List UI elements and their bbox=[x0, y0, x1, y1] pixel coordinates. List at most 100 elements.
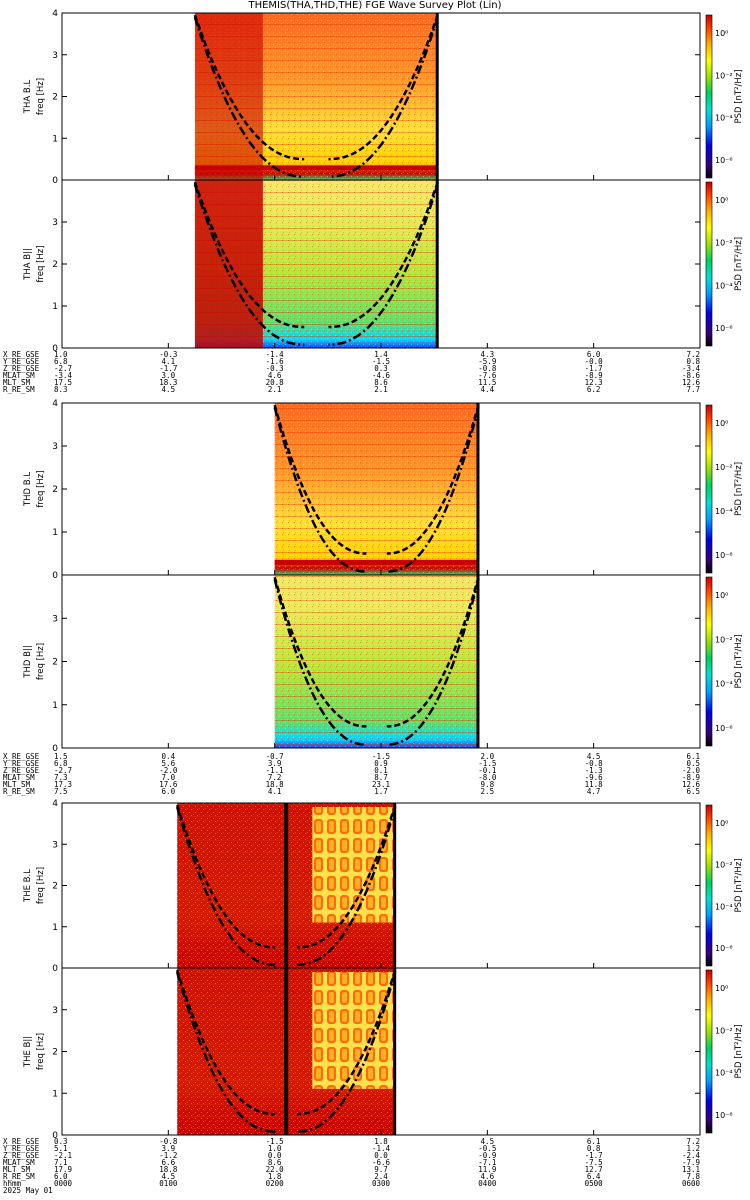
ephemeris-value: 12.6 bbox=[682, 780, 701, 789]
ephemeris-value: 20.8 bbox=[266, 378, 285, 387]
ephemeris-value: -0.3 bbox=[266, 364, 284, 373]
data-end-line bbox=[476, 575, 480, 748]
ephemeris-value: 12.6 bbox=[682, 378, 701, 387]
ephemeris-value: -7.9 bbox=[682, 1158, 700, 1167]
ephemeris-row-label: X_RE_GSE bbox=[3, 350, 40, 359]
burst-region bbox=[194, 13, 263, 180]
ephemeris-tha: X_RE_GSE 1.0 -0.3 -1.4 1.4 4.3 6.0 7.2 Y_RE_GSE 6… bbox=[3, 350, 700, 394]
spectrogram-harmonics bbox=[274, 403, 479, 575]
colorbar-label: PSD [nT²/Hz] bbox=[734, 858, 744, 912]
ephemeris-value: 4.5 bbox=[481, 1137, 495, 1146]
ephemeris-value: 17.9 bbox=[54, 1165, 72, 1174]
ephemeris-value: 17.5 bbox=[54, 378, 72, 387]
colorbar-tick-label: 10⁰ bbox=[715, 819, 728, 828]
ephemeris-row-label: R_RE_SM bbox=[3, 1172, 35, 1181]
colorbar-tick-label: 10⁻² bbox=[715, 861, 733, 870]
ephemeris-value: 9.7 bbox=[374, 1165, 388, 1174]
ephemeris-value: 4.1 bbox=[268, 787, 282, 796]
ephemeris-value: 0.5 bbox=[686, 759, 700, 768]
ephemeris-value: -8.0 bbox=[478, 773, 497, 782]
gyro-curve-left bbox=[273, 578, 367, 746]
y-tick-label: 3 bbox=[52, 51, 58, 61]
ephemeris-value: 17.6 bbox=[159, 780, 178, 789]
ephemeris-value: 8.6 bbox=[268, 1158, 282, 1167]
ephemeris-value: -0.7 bbox=[266, 752, 284, 761]
panel-thd-bpar: 0 1 2 3 THD B|| freq [Hz] 10⁰ 10⁻² 10⁻⁴ 10⁻⁶ PSD [… bbox=[23, 574, 744, 754]
colorbar-tick-label: 10⁻⁶ bbox=[715, 724, 733, 733]
ephemeris-value: -0.8 bbox=[585, 759, 604, 768]
ephemeris-value: 7.7 bbox=[686, 385, 700, 394]
ephemeris-value: 3.0 bbox=[162, 371, 176, 380]
y-axis-label: freq [Hz] bbox=[36, 78, 46, 115]
y-tick-label: 0 bbox=[52, 744, 58, 754]
ephemeris-value: 8.3 bbox=[54, 385, 68, 394]
ephemeris-value: -0.9 bbox=[478, 1151, 496, 1160]
ephemeris-value: 11.9 bbox=[478, 1165, 496, 1174]
colorbar bbox=[705, 576, 713, 747]
y-axis-label: freq [Hz] bbox=[36, 1033, 46, 1070]
ephemeris-value: 0.1 bbox=[374, 766, 388, 775]
ephemeris-value: -1.7 bbox=[159, 364, 177, 373]
gyro-curve-right bbox=[386, 578, 480, 746]
ephemeris-row-label: Y_RE_GSE bbox=[3, 357, 40, 366]
ephemeris-value: 0.3 bbox=[374, 364, 388, 373]
ephemeris-value: 6.8 bbox=[54, 357, 68, 366]
colorbar bbox=[705, 404, 713, 574]
ephemeris-value: 13.1 bbox=[682, 1165, 700, 1174]
time-tick-label: 0400 bbox=[478, 1179, 497, 1188]
ephemeris-row-label: MLT_SM bbox=[3, 378, 31, 387]
y-tick-label: 1 bbox=[52, 528, 58, 538]
ephemeris-value: -1.3 bbox=[585, 766, 603, 775]
page-title: THEMIS(THA,THD,THE) FGE Wave Survey Plot… bbox=[248, 0, 502, 11]
colorbar-tick-label: 10⁻² bbox=[715, 71, 733, 80]
colorbar-tick-label: 10⁻⁴ bbox=[715, 114, 733, 123]
ephemeris-value: 4.5 bbox=[162, 1172, 176, 1181]
y-tick-label: 1 bbox=[52, 1089, 58, 1099]
burst-region bbox=[194, 180, 263, 348]
cell-pattern-region bbox=[312, 807, 394, 923]
data-gap-line bbox=[284, 968, 289, 1135]
ephemeris-value: 6.4 bbox=[587, 1172, 601, 1181]
gyro-curve-right bbox=[297, 806, 397, 966]
ephemeris-value: 6.6 bbox=[162, 1158, 176, 1167]
ephemeris-value: 18.8 bbox=[266, 780, 285, 789]
ephemeris-row-label: Z_RE_GSE bbox=[3, 1151, 40, 1160]
y-tick-label: 1 bbox=[52, 923, 58, 933]
ephemeris-value: 7.2 bbox=[268, 773, 282, 782]
y-tick-label: 2 bbox=[52, 882, 58, 892]
ephemeris-value: 0.4 bbox=[162, 752, 176, 761]
ephemeris-row-label: MLAT_SM bbox=[3, 773, 35, 782]
ephemeris-value: -8.6 bbox=[682, 371, 701, 380]
colorbar-tick-label: 10⁰ bbox=[715, 984, 728, 993]
ephemeris-value: 12.3 bbox=[585, 378, 603, 387]
panel-the-bl: 0 1 2 3 4 THE B.L freq [Hz] 10⁰ 10⁻² 10⁻⁴ 10⁻⁶ PSD … bbox=[23, 799, 744, 974]
ephemeris-value: 0.8 bbox=[587, 1144, 601, 1153]
colorbar-tick-label: 10⁻² bbox=[715, 635, 733, 644]
colorbar-label: PSD [nT²/Hz] bbox=[734, 1024, 744, 1078]
colorbar-tick-label: 10⁰ bbox=[715, 591, 728, 600]
ephemeris-value: 22.0 bbox=[266, 1165, 285, 1174]
ephemeris-value: 7.8 bbox=[686, 1172, 700, 1181]
ephemeris-value: -2.0 bbox=[159, 766, 178, 775]
colorbar-tick-label: 10⁻⁶ bbox=[715, 551, 733, 560]
gyro-curve-right bbox=[328, 16, 439, 178]
ephemeris-value: -5.9 bbox=[478, 357, 496, 366]
time-tick-label: 0600 bbox=[682, 1179, 701, 1188]
time-tick-label: 0500 bbox=[585, 1179, 604, 1188]
ephemeris-value: 5.1 bbox=[54, 1144, 68, 1153]
ephemeris-value: 0.0 bbox=[268, 1151, 282, 1160]
ephemeris-the: X_RE_GSE 0.3 -0.8 -1.5 1.8 4.5 6.1 7.2 Y_RE_GSE 5… bbox=[3, 1137, 700, 1181]
ephemeris-value: 6.5 bbox=[686, 787, 700, 796]
ephemeris-value: 18.8 bbox=[159, 1165, 178, 1174]
data-gap-line bbox=[284, 803, 289, 968]
colorbar bbox=[705, 969, 713, 1134]
colorbar-tick-label: 10⁰ bbox=[715, 419, 728, 428]
y-axis-label: freq [Hz] bbox=[36, 245, 46, 282]
y-tick-label: 0 bbox=[52, 344, 58, 354]
colorbar-tick-label: 10⁻⁶ bbox=[715, 324, 733, 333]
ephemeris-value: -0.8 bbox=[159, 1137, 178, 1146]
time-axis: hhmm 0000 0100 0200 0300 0400 0500 0600 2025 May… bbox=[3, 1179, 700, 1195]
ephemeris-value: 6.0 bbox=[162, 787, 176, 796]
ephemeris-value: 7.1 bbox=[54, 1158, 68, 1167]
